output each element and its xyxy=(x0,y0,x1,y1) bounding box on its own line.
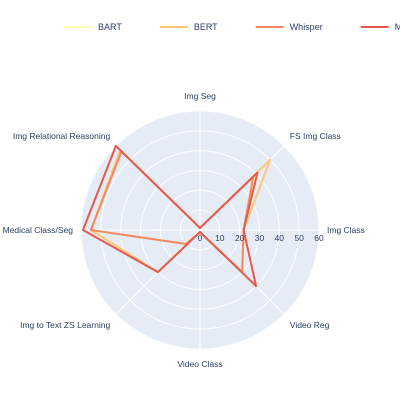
radial-tick-label: 0 xyxy=(198,233,203,243)
radial-tick-labels: 0 10 20 30 40 50 60 xyxy=(198,233,324,243)
legend-item-mpnet: MPNET xyxy=(360,22,400,32)
radial-tick-label: 20 xyxy=(235,233,245,243)
axis-label: Video Class xyxy=(177,359,222,369)
legend-label: BERT xyxy=(194,22,218,32)
radial-tick-label: 40 xyxy=(275,233,285,243)
axis-label: FS Img Class xyxy=(290,131,341,141)
legend-label: MPNET xyxy=(395,22,400,32)
series-layer xyxy=(82,144,272,288)
legend-label: Whisper xyxy=(290,22,323,32)
axis-label: Img Seg xyxy=(184,91,216,101)
legend-item-bart: BART xyxy=(64,22,122,32)
axis-label: Img Class xyxy=(327,225,365,235)
legend: BART BERT Whisper MPNET xyxy=(64,22,400,32)
radial-tick-label: 60 xyxy=(314,233,324,243)
radial-tick-label: 50 xyxy=(294,233,304,243)
radial-tick-label: 30 xyxy=(255,233,265,243)
radial-tick-label: 10 xyxy=(215,233,225,243)
series-line-mpnet xyxy=(82,144,259,288)
legend-label: BART xyxy=(98,22,122,32)
axis-label: Video Reg xyxy=(290,320,330,330)
axis-label: Img Relational Reasoning xyxy=(13,131,111,141)
axis-label: Medical Class/Seg xyxy=(3,225,74,235)
angular-axis-labels: Img Seg FS Img Class Img Class Video Reg Vid… xyxy=(3,91,365,369)
legend-item-bert: BERT xyxy=(159,22,218,32)
legend-item-whisper: Whisper xyxy=(255,22,323,32)
axis-label: Img to Text ZS Learning xyxy=(20,320,110,330)
